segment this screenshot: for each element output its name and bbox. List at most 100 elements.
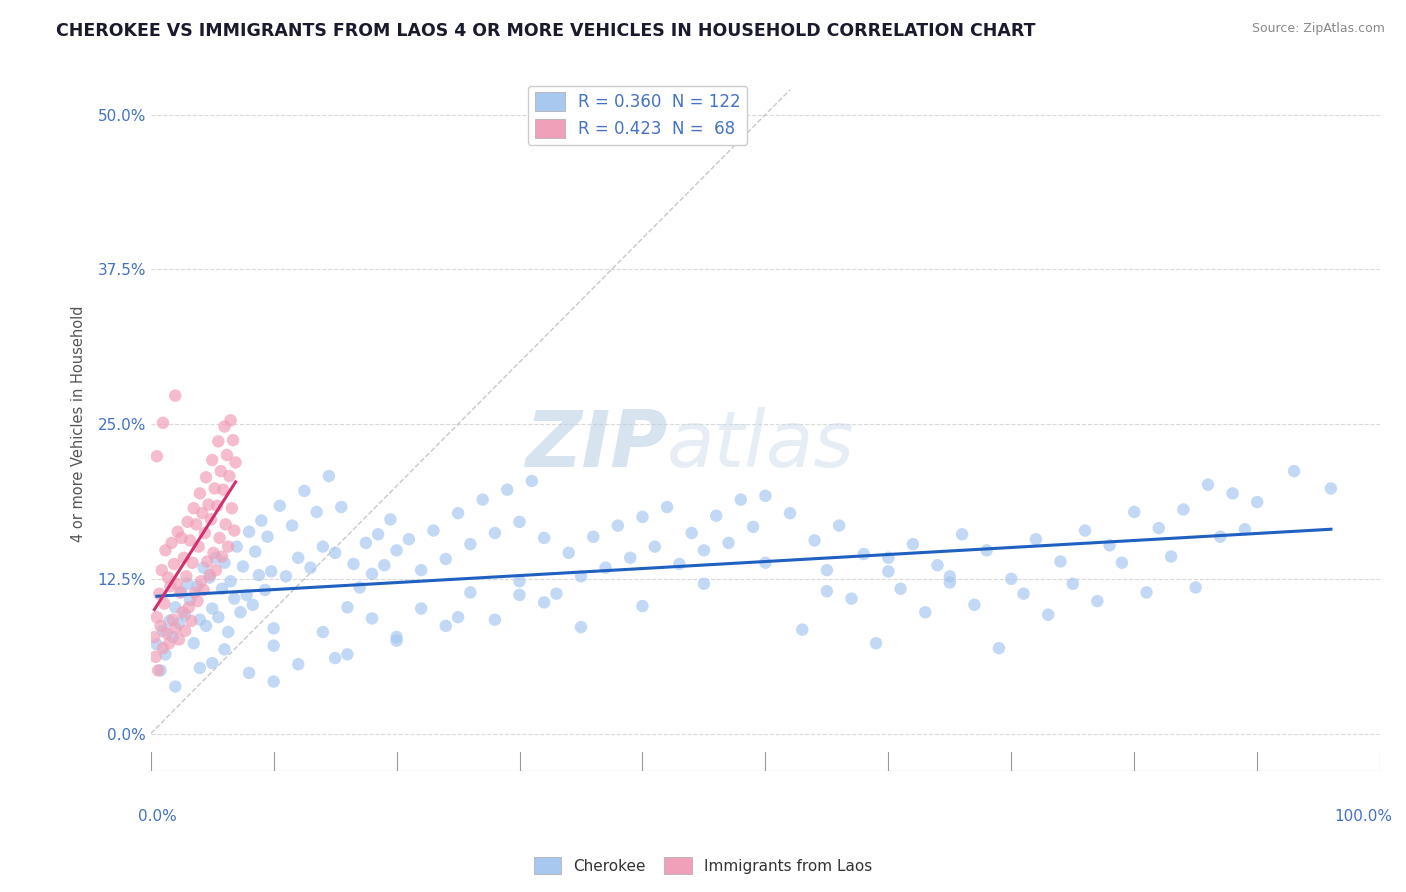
Point [509,574,531,589]
Point [153,597,176,611]
Point [533,595,555,609]
Point [143,630,166,644]
Point [704,508,727,523]
Point [1036,607,1059,622]
Point [606,518,628,533]
Point [146,610,169,624]
Point [1209,530,1232,544]
Point [1320,482,1343,496]
Point [742,520,765,534]
Point [385,633,408,648]
Point [1098,538,1121,552]
Point [349,581,371,595]
Point [149,619,172,633]
Point [1135,585,1157,599]
Point [194,526,217,541]
Point [149,664,172,678]
Point [201,656,224,670]
Point [754,489,776,503]
Point [976,543,998,558]
Point [323,546,346,560]
Point [312,540,335,554]
Point [330,500,353,514]
Text: 0.0%: 0.0% [138,809,177,824]
Point [631,599,654,613]
Point [186,594,208,608]
Point [214,556,236,570]
Point [214,419,236,434]
Point [186,579,208,593]
Point [260,565,283,579]
Point [235,588,257,602]
Point [217,625,239,640]
Point [385,543,408,558]
Point [533,531,555,545]
Point [901,537,924,551]
Point [877,565,900,579]
Point [146,664,169,678]
Point [312,625,335,640]
Point [215,448,238,462]
Point [183,636,205,650]
Point [176,569,198,583]
Point [950,527,973,541]
Text: atlas: atlas [666,407,855,483]
Point [219,413,242,427]
Point [1246,495,1268,509]
Point [693,576,716,591]
Point [219,574,242,589]
Point [215,517,238,532]
Point [193,560,215,574]
Point [792,623,814,637]
Point [238,524,260,539]
Point [281,518,304,533]
Point [354,536,377,550]
Point [447,610,470,624]
Point [619,550,641,565]
Point [205,550,228,565]
Point [217,540,239,554]
Point [201,453,224,467]
Point [225,455,247,469]
Point [152,624,174,638]
Point [183,501,205,516]
Point [1282,464,1305,478]
Legend: R = 0.360  N = 122, R = 0.423  N =  68: R = 0.360 N = 122, R = 0.423 N = 68 [527,86,747,145]
Point [169,585,191,599]
Point [299,560,322,574]
Point [188,613,211,627]
Point [693,543,716,558]
Point [166,576,188,591]
Point [287,550,309,565]
Point [342,557,364,571]
Point [411,601,433,615]
Point [546,587,568,601]
Point [1062,576,1084,591]
Point [195,554,218,568]
Point [460,537,482,551]
Point [1074,524,1097,538]
Point [201,601,224,615]
Point [263,621,285,635]
Text: 100.0%: 100.0% [1334,809,1392,824]
Point [222,433,245,447]
Y-axis label: 4 or more Vehicles in Household: 4 or more Vehicles in Household [72,306,86,542]
Point [156,571,179,585]
Point [803,533,825,548]
Point [195,619,218,633]
Point [256,530,278,544]
Point [198,568,221,582]
Point [176,576,198,591]
Point [146,637,169,651]
Point [221,501,243,516]
Point [520,474,543,488]
Point [174,607,197,622]
Point [218,469,240,483]
Point [238,665,260,680]
Point [717,536,740,550]
Point [509,515,531,529]
Point [305,505,328,519]
Point [460,585,482,599]
Point [191,506,214,520]
Point [569,569,592,583]
